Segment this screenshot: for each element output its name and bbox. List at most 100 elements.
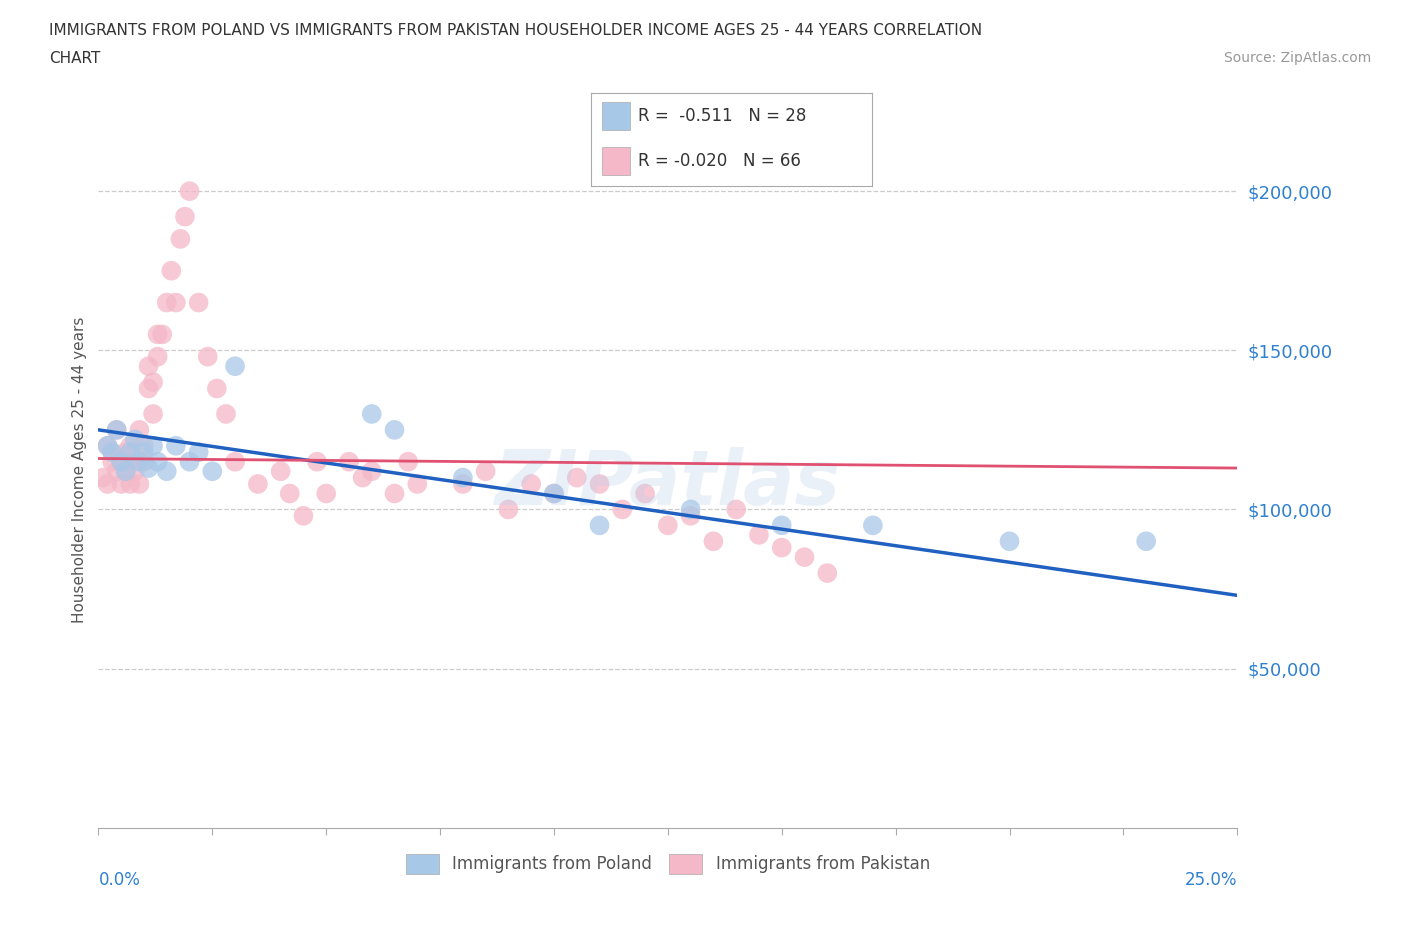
Point <box>384 422 406 437</box>
Text: R = -0.020   N = 66: R = -0.020 N = 66 <box>638 152 801 170</box>
Point <box>612 502 634 517</box>
Point <box>138 460 160 475</box>
Point <box>138 359 160 374</box>
Point <box>120 445 142 459</box>
Point <box>114 464 136 479</box>
Point <box>815 565 838 580</box>
Point <box>124 432 146 446</box>
Point <box>770 518 793 533</box>
Point <box>110 454 132 469</box>
Point <box>156 295 179 310</box>
Point <box>224 454 246 469</box>
Point <box>384 486 406 501</box>
Point <box>142 406 165 421</box>
Bar <box>602 147 630 175</box>
Point <box>156 464 179 479</box>
Point <box>498 502 520 517</box>
Point <box>702 534 724 549</box>
Point <box>96 438 118 453</box>
Point <box>224 359 246 374</box>
Point <box>337 454 360 469</box>
Point <box>187 445 209 459</box>
Point <box>120 438 142 453</box>
Point <box>150 327 173 342</box>
Point <box>124 464 146 479</box>
Text: 0.0%: 0.0% <box>98 870 141 889</box>
Point <box>91 471 114 485</box>
Point <box>105 422 128 437</box>
Point <box>406 476 429 491</box>
Point <box>352 471 374 485</box>
Point <box>96 438 118 453</box>
Point <box>132 445 155 459</box>
Point <box>360 406 382 421</box>
Point <box>110 454 132 469</box>
Point <box>160 263 183 278</box>
Point <box>657 518 679 533</box>
Point <box>96 476 118 491</box>
Point <box>132 454 155 469</box>
Point <box>862 518 884 533</box>
Point <box>124 454 146 469</box>
Point <box>679 509 702 524</box>
Point <box>360 464 382 479</box>
Point <box>179 454 201 469</box>
Point <box>543 486 565 501</box>
Point <box>197 350 219 365</box>
Text: ZIPatlas: ZIPatlas <box>495 447 841 521</box>
Point <box>246 476 269 491</box>
Point <box>174 209 197 224</box>
Point <box>187 295 209 310</box>
Point <box>588 518 610 533</box>
Point <box>565 471 588 485</box>
Point <box>634 486 657 501</box>
Point <box>128 454 150 469</box>
Point <box>128 476 150 491</box>
Point <box>520 476 543 491</box>
Point <box>396 454 419 469</box>
Point <box>998 534 1021 549</box>
Text: 25.0%: 25.0% <box>1185 870 1237 889</box>
Point <box>748 527 770 542</box>
Point <box>307 454 329 469</box>
Point <box>270 464 292 479</box>
Point <box>543 486 565 501</box>
Point <box>146 350 169 365</box>
Point <box>146 454 169 469</box>
Point <box>142 375 165 390</box>
Point <box>105 422 128 437</box>
Point <box>138 381 160 396</box>
Point <box>114 445 136 459</box>
Point <box>292 509 315 524</box>
Point <box>205 381 228 396</box>
Point <box>165 295 187 310</box>
Point <box>165 438 187 453</box>
Point <box>132 438 155 453</box>
Point <box>588 476 610 491</box>
Point <box>793 550 815 565</box>
Point <box>679 502 702 517</box>
Point <box>725 502 748 517</box>
Point <box>451 471 474 485</box>
Point <box>770 540 793 555</box>
Point <box>146 327 169 342</box>
Text: IMMIGRANTS FROM POLAND VS IMMIGRANTS FROM PAKISTAN HOUSEHOLDER INCOME AGES 25 - : IMMIGRANTS FROM POLAND VS IMMIGRANTS FRO… <box>49 23 983 38</box>
Y-axis label: Householder Income Ages 25 - 44 years: Householder Income Ages 25 - 44 years <box>72 316 87 623</box>
Point <box>474 464 496 479</box>
Point <box>101 445 124 459</box>
Point <box>215 406 238 421</box>
Point <box>315 486 337 501</box>
Point <box>128 422 150 437</box>
Point <box>451 476 474 491</box>
Point <box>201 464 224 479</box>
Point <box>114 464 136 479</box>
Legend: Immigrants from Poland, Immigrants from Pakistan: Immigrants from Poland, Immigrants from … <box>399 847 936 880</box>
Point <box>105 464 128 479</box>
Text: CHART: CHART <box>49 51 101 66</box>
Point <box>110 476 132 491</box>
Text: R =  -0.511   N = 28: R = -0.511 N = 28 <box>638 107 807 126</box>
Point <box>169 232 191 246</box>
Point <box>142 438 165 453</box>
Point <box>101 445 124 459</box>
Bar <box>602 102 630 130</box>
